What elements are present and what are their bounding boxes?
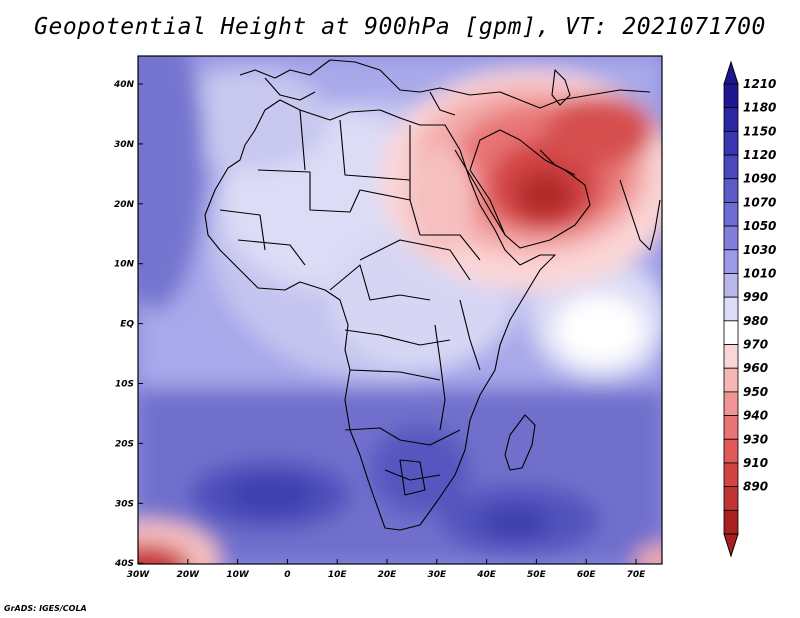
colorbar-swatch — [723, 391, 739, 416]
x-tick-label: 0 — [284, 570, 290, 580]
colorbar-swatch — [723, 462, 739, 488]
y-tick-label: 30N — [114, 140, 135, 150]
colorbar-swatch — [723, 178, 739, 203]
colorbar-swatch — [723, 273, 739, 298]
colorbar-swatch — [723, 83, 739, 109]
x-tick-label: 30E — [427, 570, 447, 580]
x-tick-label: 70E — [627, 570, 647, 580]
colorbar-swatch — [723, 320, 739, 345]
y-tick-label: 40N — [113, 80, 135, 90]
colorbar-swatch — [723, 367, 739, 393]
colorbar-label: 1120 — [743, 148, 776, 162]
colorbar-label: 1180 — [743, 101, 776, 115]
y-tick-label: 20S — [115, 439, 134, 449]
colorbar-bottom-arrow — [723, 533, 739, 558]
colorbar-swatch — [723, 296, 739, 322]
colorbar-label: 910 — [743, 456, 768, 470]
colorbar-swatch — [723, 486, 739, 511]
y-tick-label: 30S — [115, 499, 134, 509]
colorbar-label: 1050 — [743, 219, 776, 233]
colorbar-swatch — [723, 509, 739, 535]
colorbar-swatch — [723, 130, 739, 156]
colorbar-label: 1090 — [743, 172, 776, 186]
x-axis: 30W 20W 10W 0 10E 20E 30E 40E 50E 60E 70E — [127, 559, 646, 580]
y-tick-label: 20N — [114, 200, 135, 210]
colorbar-label: 990 — [743, 290, 768, 304]
grads-credit: GrADS: IGES/COLA — [4, 604, 87, 613]
y-tick-label: 10S — [115, 380, 134, 390]
colorbar-swatch — [723, 415, 739, 440]
x-tick-label: 10E — [328, 570, 348, 580]
colorbar-label: 1030 — [743, 243, 776, 257]
colorbar-swatch — [723, 154, 739, 180]
colorbar-swatch — [723, 438, 739, 464]
colorbar-swatch — [723, 249, 739, 274]
height-field — [138, 56, 662, 564]
coastlines — [204, 59, 661, 531]
colorbar-label: 930 — [743, 432, 768, 446]
colorbar-label: 950 — [743, 385, 768, 399]
y-tick-label: 10N — [114, 260, 135, 270]
y-tick-label: EQ — [120, 320, 134, 330]
colorbar-label: 1010 — [743, 266, 776, 280]
colorbar-label: 1150 — [743, 124, 776, 138]
colorbar-label: 940 — [743, 409, 768, 423]
colorbar-label: 890 — [743, 480, 768, 494]
colorbar-label: 980 — [743, 314, 768, 328]
x-tick-label: 50E — [527, 570, 547, 580]
y-axis: 40N 30N 20N 10N EQ 10S 20S 30S 40S — [113, 80, 143, 569]
colorbar-swatch — [723, 107, 739, 132]
colorbar-label: 1210 — [743, 77, 776, 91]
map-title: Geopotential Height at 900hPa [gpm], VT:… — [34, 14, 766, 40]
y-tick-label: 40S — [114, 559, 134, 569]
colorbar-swatch — [723, 344, 739, 369]
x-tick-label: 10W — [226, 570, 250, 580]
x-tick-label: 20E — [378, 570, 398, 580]
plot-frame — [137, 55, 663, 565]
x-tick-label: 20W — [177, 570, 201, 580]
colorbar-top-arrow — [723, 60, 739, 85]
colorbar-label: 970 — [743, 338, 768, 352]
colorbar-swatch — [723, 225, 739, 251]
x-tick-label: 30W — [127, 570, 151, 580]
colorbar: 1210 1180 1150 1120 1090 1070 1050 1030 1010 990 9… — [723, 60, 776, 558]
x-tick-label: 40E — [476, 570, 497, 580]
x-tick-label: 60E — [577, 570, 597, 580]
colorbar-swatch — [723, 202, 739, 227]
colorbar-label: 1070 — [743, 195, 776, 209]
colorbar-label: 960 — [743, 361, 768, 375]
